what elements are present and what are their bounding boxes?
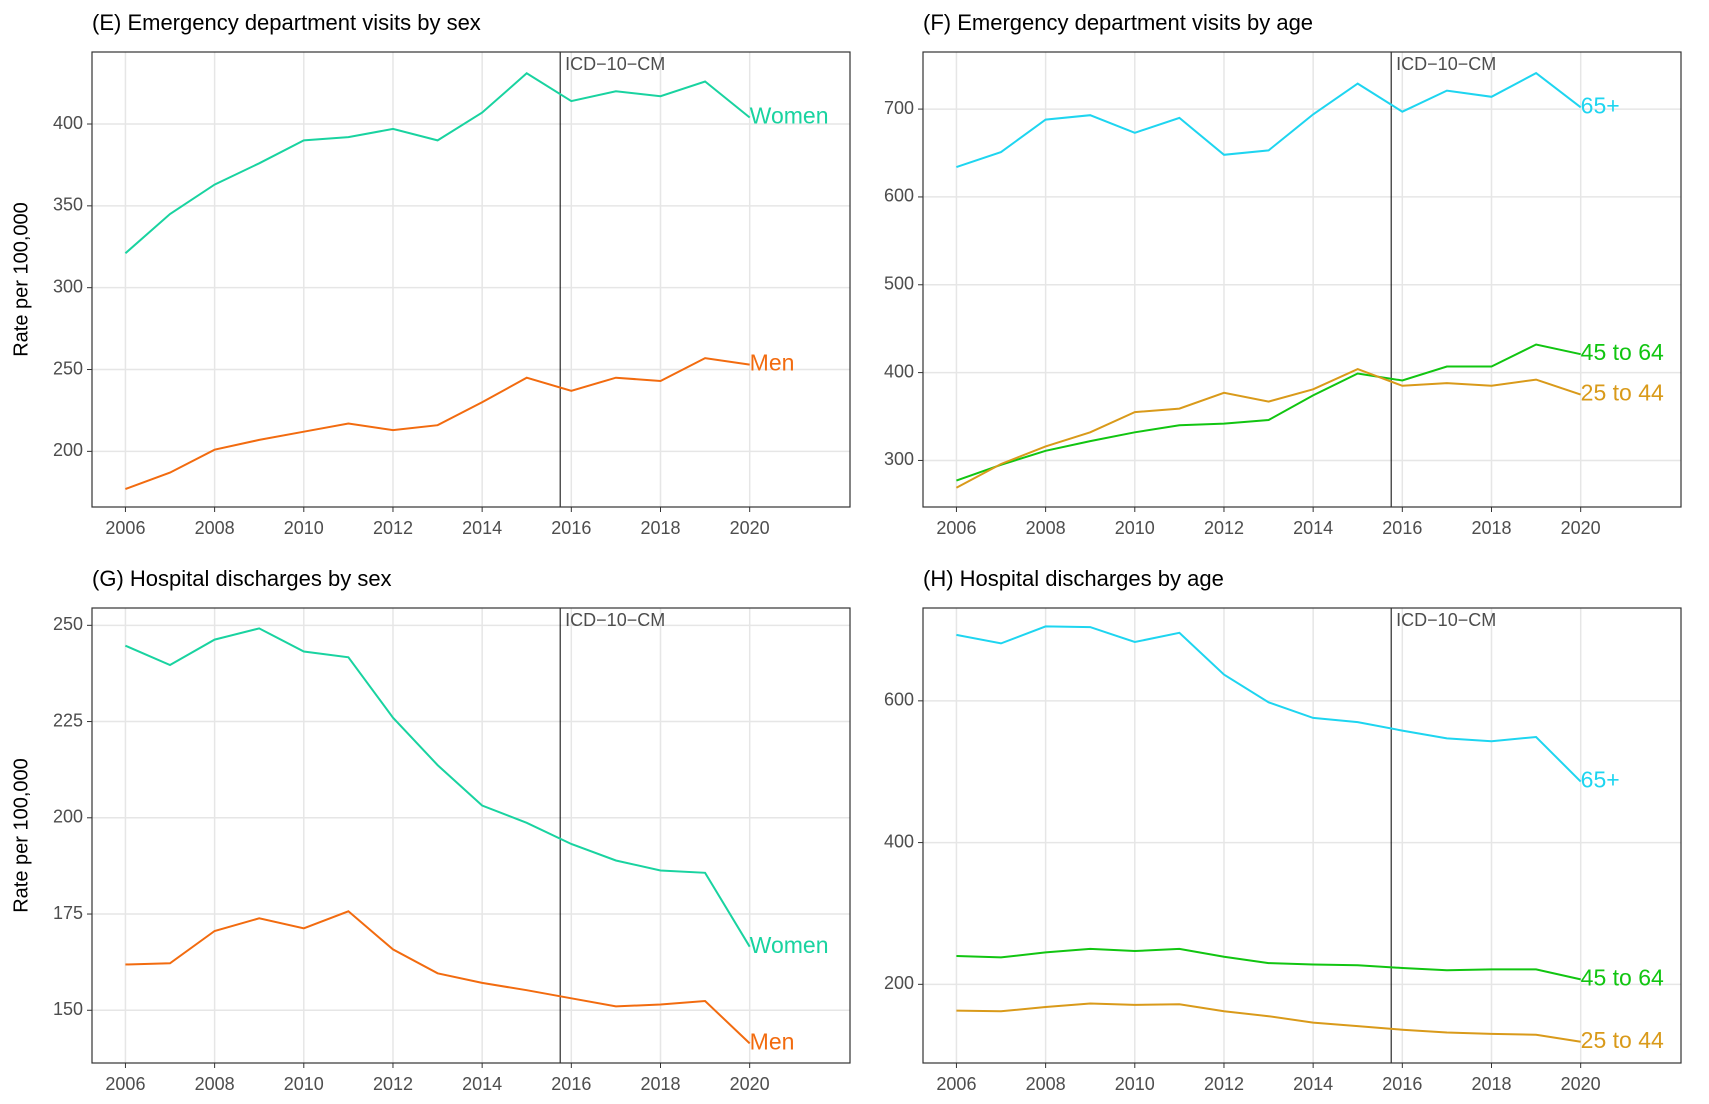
x-tick-label: 2018: [1471, 1074, 1511, 1094]
chart-title: (F) Emergency department visits by age: [923, 10, 1313, 35]
y-axis-label: Rate per 100,000: [10, 758, 32, 913]
x-tick-label: 2012: [1204, 1074, 1244, 1094]
plot-background: [923, 608, 1681, 1063]
plot-background: [92, 608, 850, 1063]
x-tick-label: 2008: [195, 518, 235, 538]
x-tick-label: 2020: [1561, 518, 1601, 538]
y-tick-label: 150: [53, 999, 83, 1019]
x-tick-label: 2008: [195, 1074, 235, 1094]
x-tick-label: 2014: [1293, 518, 1333, 538]
x-tick-label: 2014: [462, 1074, 502, 1094]
x-tick-label: 2016: [551, 1074, 591, 1094]
y-axis-label: Rate per 100,000: [10, 202, 32, 357]
series-label: Men: [750, 350, 795, 376]
series-line: [956, 343, 1581, 482]
y-tick-label: 200: [53, 807, 83, 827]
chart-title: (G) Hospital discharges by sex: [92, 566, 392, 591]
series-line: [125, 910, 751, 1045]
y-tick-label: 600: [884, 690, 914, 710]
y-tick-label: 400: [884, 831, 914, 851]
x-tick-label: 2014: [1293, 1074, 1333, 1094]
y-tick-label: 250: [53, 614, 83, 634]
y-tick-label: 500: [884, 274, 914, 294]
x-tick-label: 2012: [373, 518, 413, 538]
plot-background: [923, 52, 1681, 507]
x-tick-label: 2018: [1471, 518, 1511, 538]
y-tick-label: 350: [53, 195, 83, 215]
x-tick-label: 2020: [1561, 1074, 1601, 1094]
series-label: 65+: [1581, 767, 1620, 793]
x-tick-label: 2018: [640, 1074, 680, 1094]
series-line: [125, 357, 750, 490]
series-line: [956, 1002, 1581, 1043]
reference-label: ICD−10−CM: [1396, 610, 1496, 630]
chart-title: (E) Emergency department visits by sex: [92, 10, 481, 35]
series-line: [955, 368, 1582, 489]
y-tick-label: 175: [53, 903, 83, 923]
x-tick-label: 2012: [373, 1074, 413, 1094]
series-line: [124, 72, 751, 255]
series-line: [956, 71, 1582, 169]
reference-label: ICD−10−CM: [565, 610, 665, 630]
y-tick-label: 200: [884, 973, 914, 993]
x-tick-label: 2016: [1382, 1074, 1422, 1094]
chart-title: (H) Hospital discharges by age: [923, 566, 1224, 591]
plot-background: [92, 52, 850, 507]
plot-border: [922, 607, 1682, 1064]
x-tick-label: 2020: [730, 518, 770, 538]
x-tick-label: 2008: [1026, 1074, 1066, 1094]
y-tick-label: 400: [53, 113, 83, 133]
x-tick-label: 2016: [1382, 518, 1422, 538]
x-tick-label: 2006: [936, 1074, 976, 1094]
series-label: Women: [750, 103, 829, 129]
series-label: 45 to 64: [1581, 339, 1664, 365]
x-tick-label: 2006: [105, 518, 145, 538]
x-tick-label: 2016: [551, 518, 591, 538]
reference-label: ICD−10−CM: [1396, 54, 1496, 74]
x-tick-label: 2006: [105, 1074, 145, 1094]
y-tick-label: 250: [53, 358, 83, 378]
x-tick-label: 2006: [936, 518, 976, 538]
x-tick-label: 2010: [1115, 1074, 1155, 1094]
x-tick-label: 2008: [1026, 518, 1066, 538]
series-label: Women: [750, 932, 829, 958]
series-line: [125, 627, 751, 948]
series-label: 25 to 44: [1581, 1027, 1664, 1053]
x-tick-label: 2010: [284, 518, 324, 538]
series-label: Men: [750, 1028, 795, 1054]
plot-border: [91, 607, 851, 1064]
y-tick-label: 600: [884, 186, 914, 206]
plot-border: [922, 51, 1682, 508]
series-label: 65+: [1581, 92, 1620, 118]
y-tick-label: 225: [53, 710, 83, 730]
y-tick-label: 300: [53, 276, 83, 296]
plot-border: [91, 51, 851, 508]
y-tick-label: 400: [884, 361, 914, 381]
y-tick-label: 300: [884, 449, 914, 469]
series-line: [956, 625, 1582, 783]
x-tick-label: 2020: [730, 1074, 770, 1094]
series-line: [956, 947, 1581, 981]
reference-label: ICD−10−CM: [565, 54, 665, 74]
x-tick-label: 2014: [462, 518, 502, 538]
x-tick-label: 2018: [640, 518, 680, 538]
x-tick-label: 2012: [1204, 518, 1244, 538]
x-tick-label: 2010: [284, 1074, 324, 1094]
series-label: 45 to 64: [1581, 964, 1664, 990]
series-label: 25 to 44: [1581, 380, 1664, 406]
x-tick-label: 2010: [1115, 518, 1155, 538]
y-tick-label: 200: [53, 440, 83, 460]
y-tick-label: 700: [884, 98, 914, 118]
